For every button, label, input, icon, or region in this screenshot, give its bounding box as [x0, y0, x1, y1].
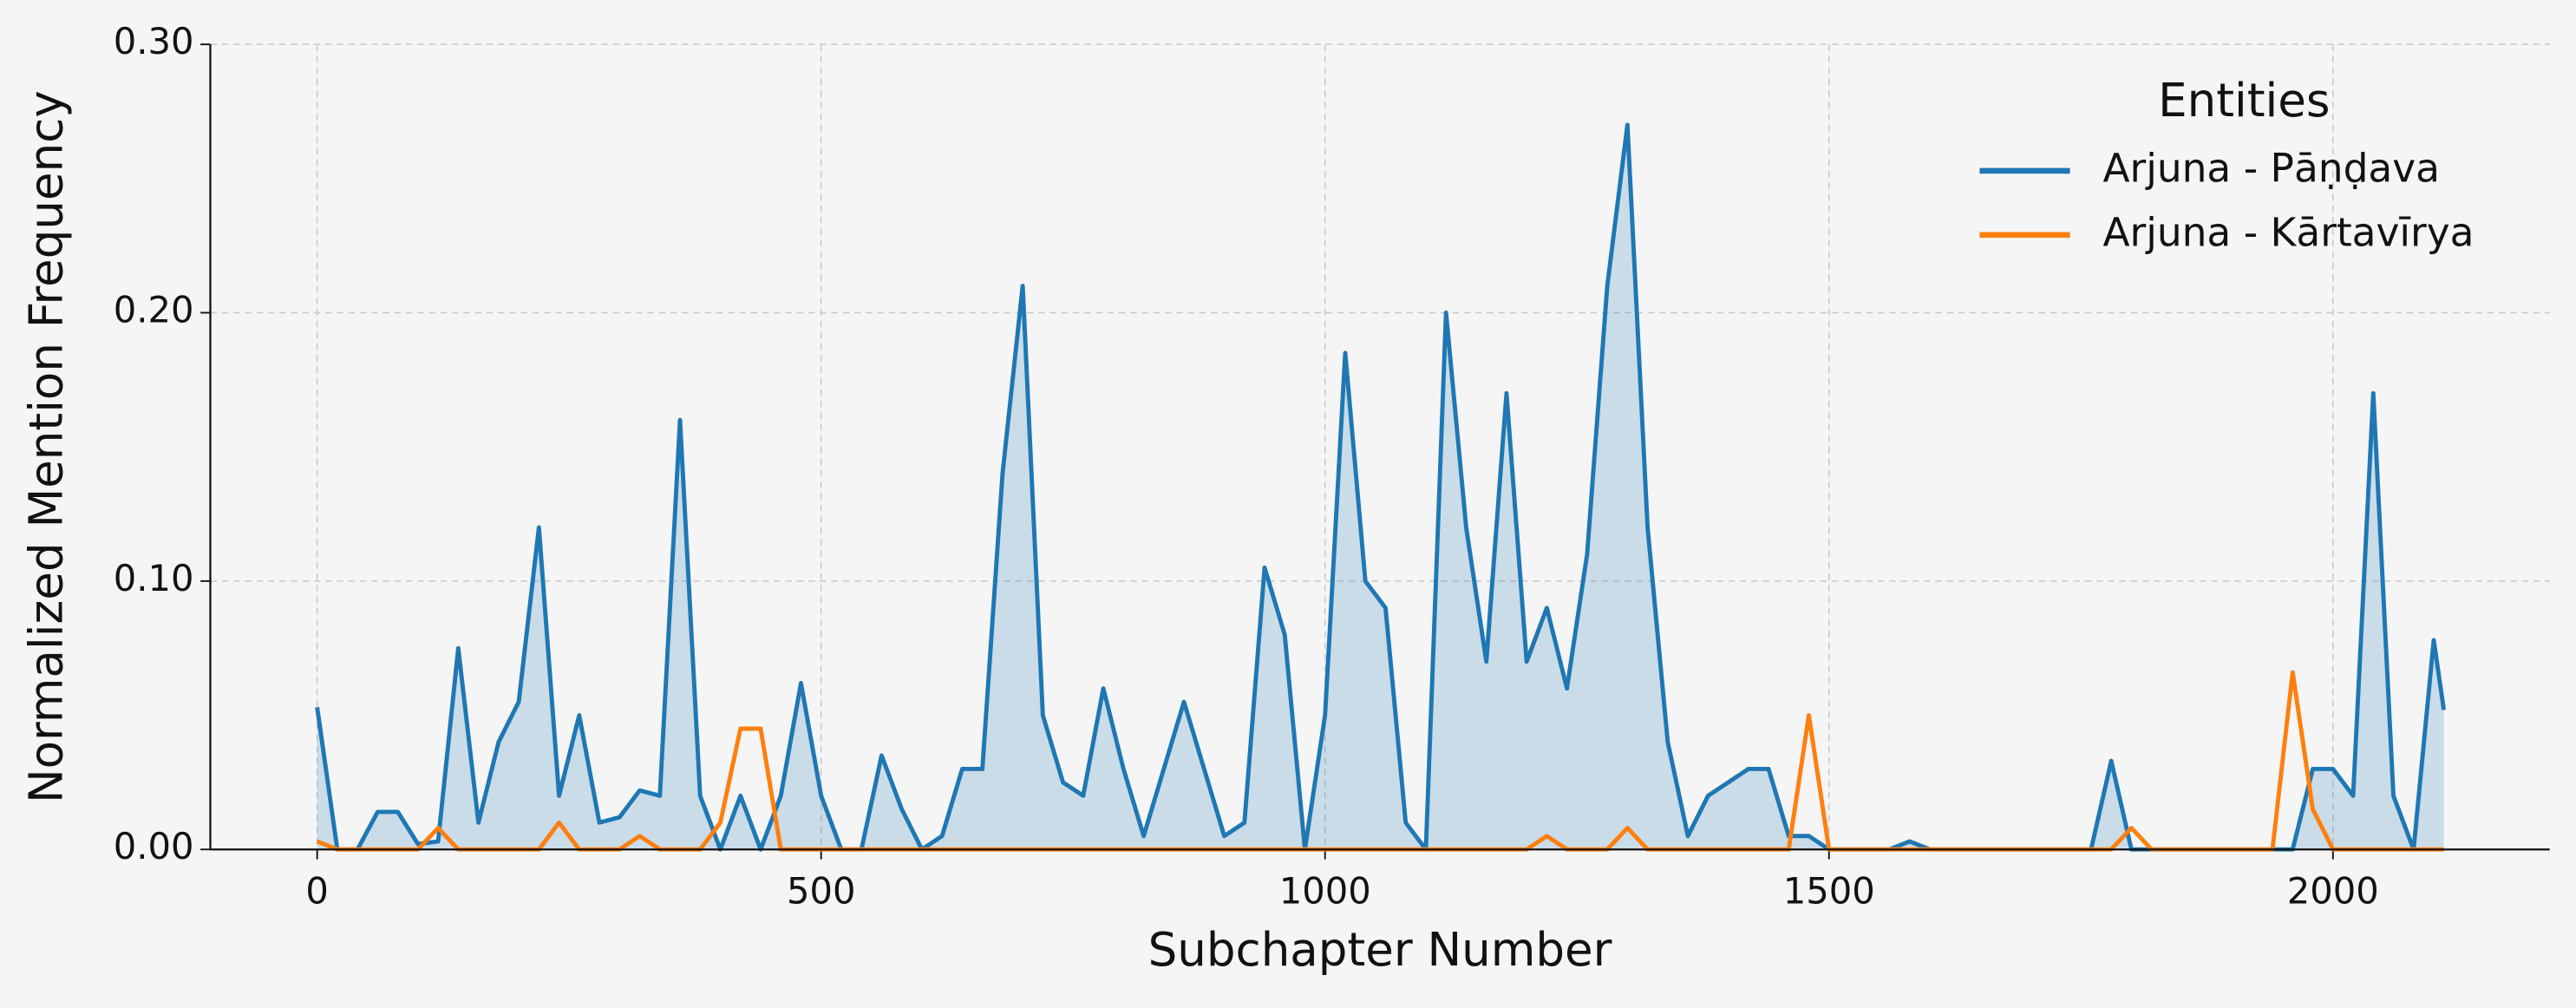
x-tick-label: 0 [305, 869, 329, 912]
x-tick-label: 1000 [1279, 869, 1371, 912]
x-tick-label: 2000 [2287, 869, 2379, 912]
legend-title: Entities [2158, 74, 2330, 128]
x-axis-label: Subchapter Number [1148, 923, 1612, 977]
y-tick-label: 0.00 [114, 825, 194, 867]
x-tick-label: 500 [787, 869, 856, 912]
y-tick-label: 0.20 [114, 289, 194, 331]
y-axis-label: Normalized Mention Frequency [20, 90, 74, 803]
area [317, 124, 2444, 850]
y-tick-label: 0.10 [114, 557, 194, 599]
legend-label: Arjuna - Kārtavīrya [2102, 209, 2474, 255]
y-tick-label: 0.30 [114, 20, 194, 62]
line [315, 122, 2447, 852]
x-tick-label: 1500 [1783, 869, 1875, 912]
legend-label: Arjuna - Pāṇḍava [2102, 145, 2440, 191]
